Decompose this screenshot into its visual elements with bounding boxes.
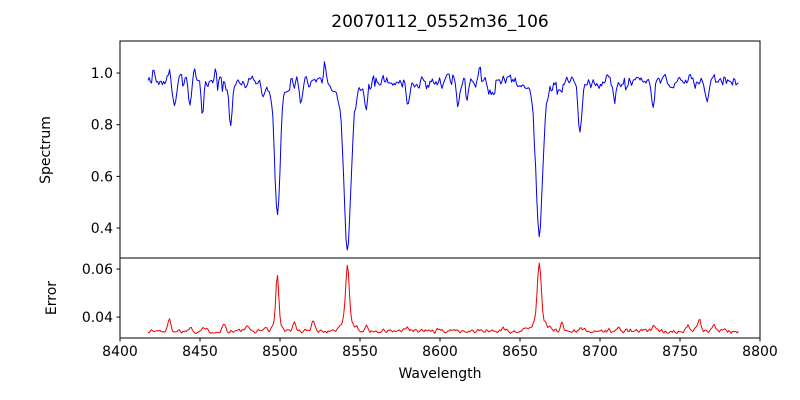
x-tick-label: 8400 — [102, 344, 138, 360]
chart-title: 20070112_0552m36_106 — [331, 12, 549, 32]
x-axis-label: Wavelength — [398, 366, 482, 382]
x-tick-label: 8450 — [182, 344, 218, 360]
spectrum-y-tick-label: 0.4 — [91, 221, 113, 237]
error-line — [147, 262, 739, 334]
error-y-tick-label: 0.04 — [82, 310, 113, 326]
x-tick-label: 8800 — [742, 344, 778, 360]
spectrum-y-tick-label: 0.8 — [91, 118, 113, 134]
spectrum-line — [147, 61, 739, 251]
x-tick-label: 8650 — [502, 344, 538, 360]
spectrum-y-tick-label: 0.6 — [91, 169, 113, 185]
x-tick-label: 8500 — [262, 344, 298, 360]
spectrum-y-tick-label: 1.0 — [91, 66, 113, 82]
x-tick-label: 8750 — [662, 344, 698, 360]
x-tick-label: 8600 — [422, 344, 458, 360]
x-tick-label: 8700 — [582, 344, 618, 360]
x-tick-label: 8550 — [342, 344, 378, 360]
error-y-tick-label: 0.06 — [82, 262, 113, 278]
error-axes-border — [119, 257, 761, 339]
